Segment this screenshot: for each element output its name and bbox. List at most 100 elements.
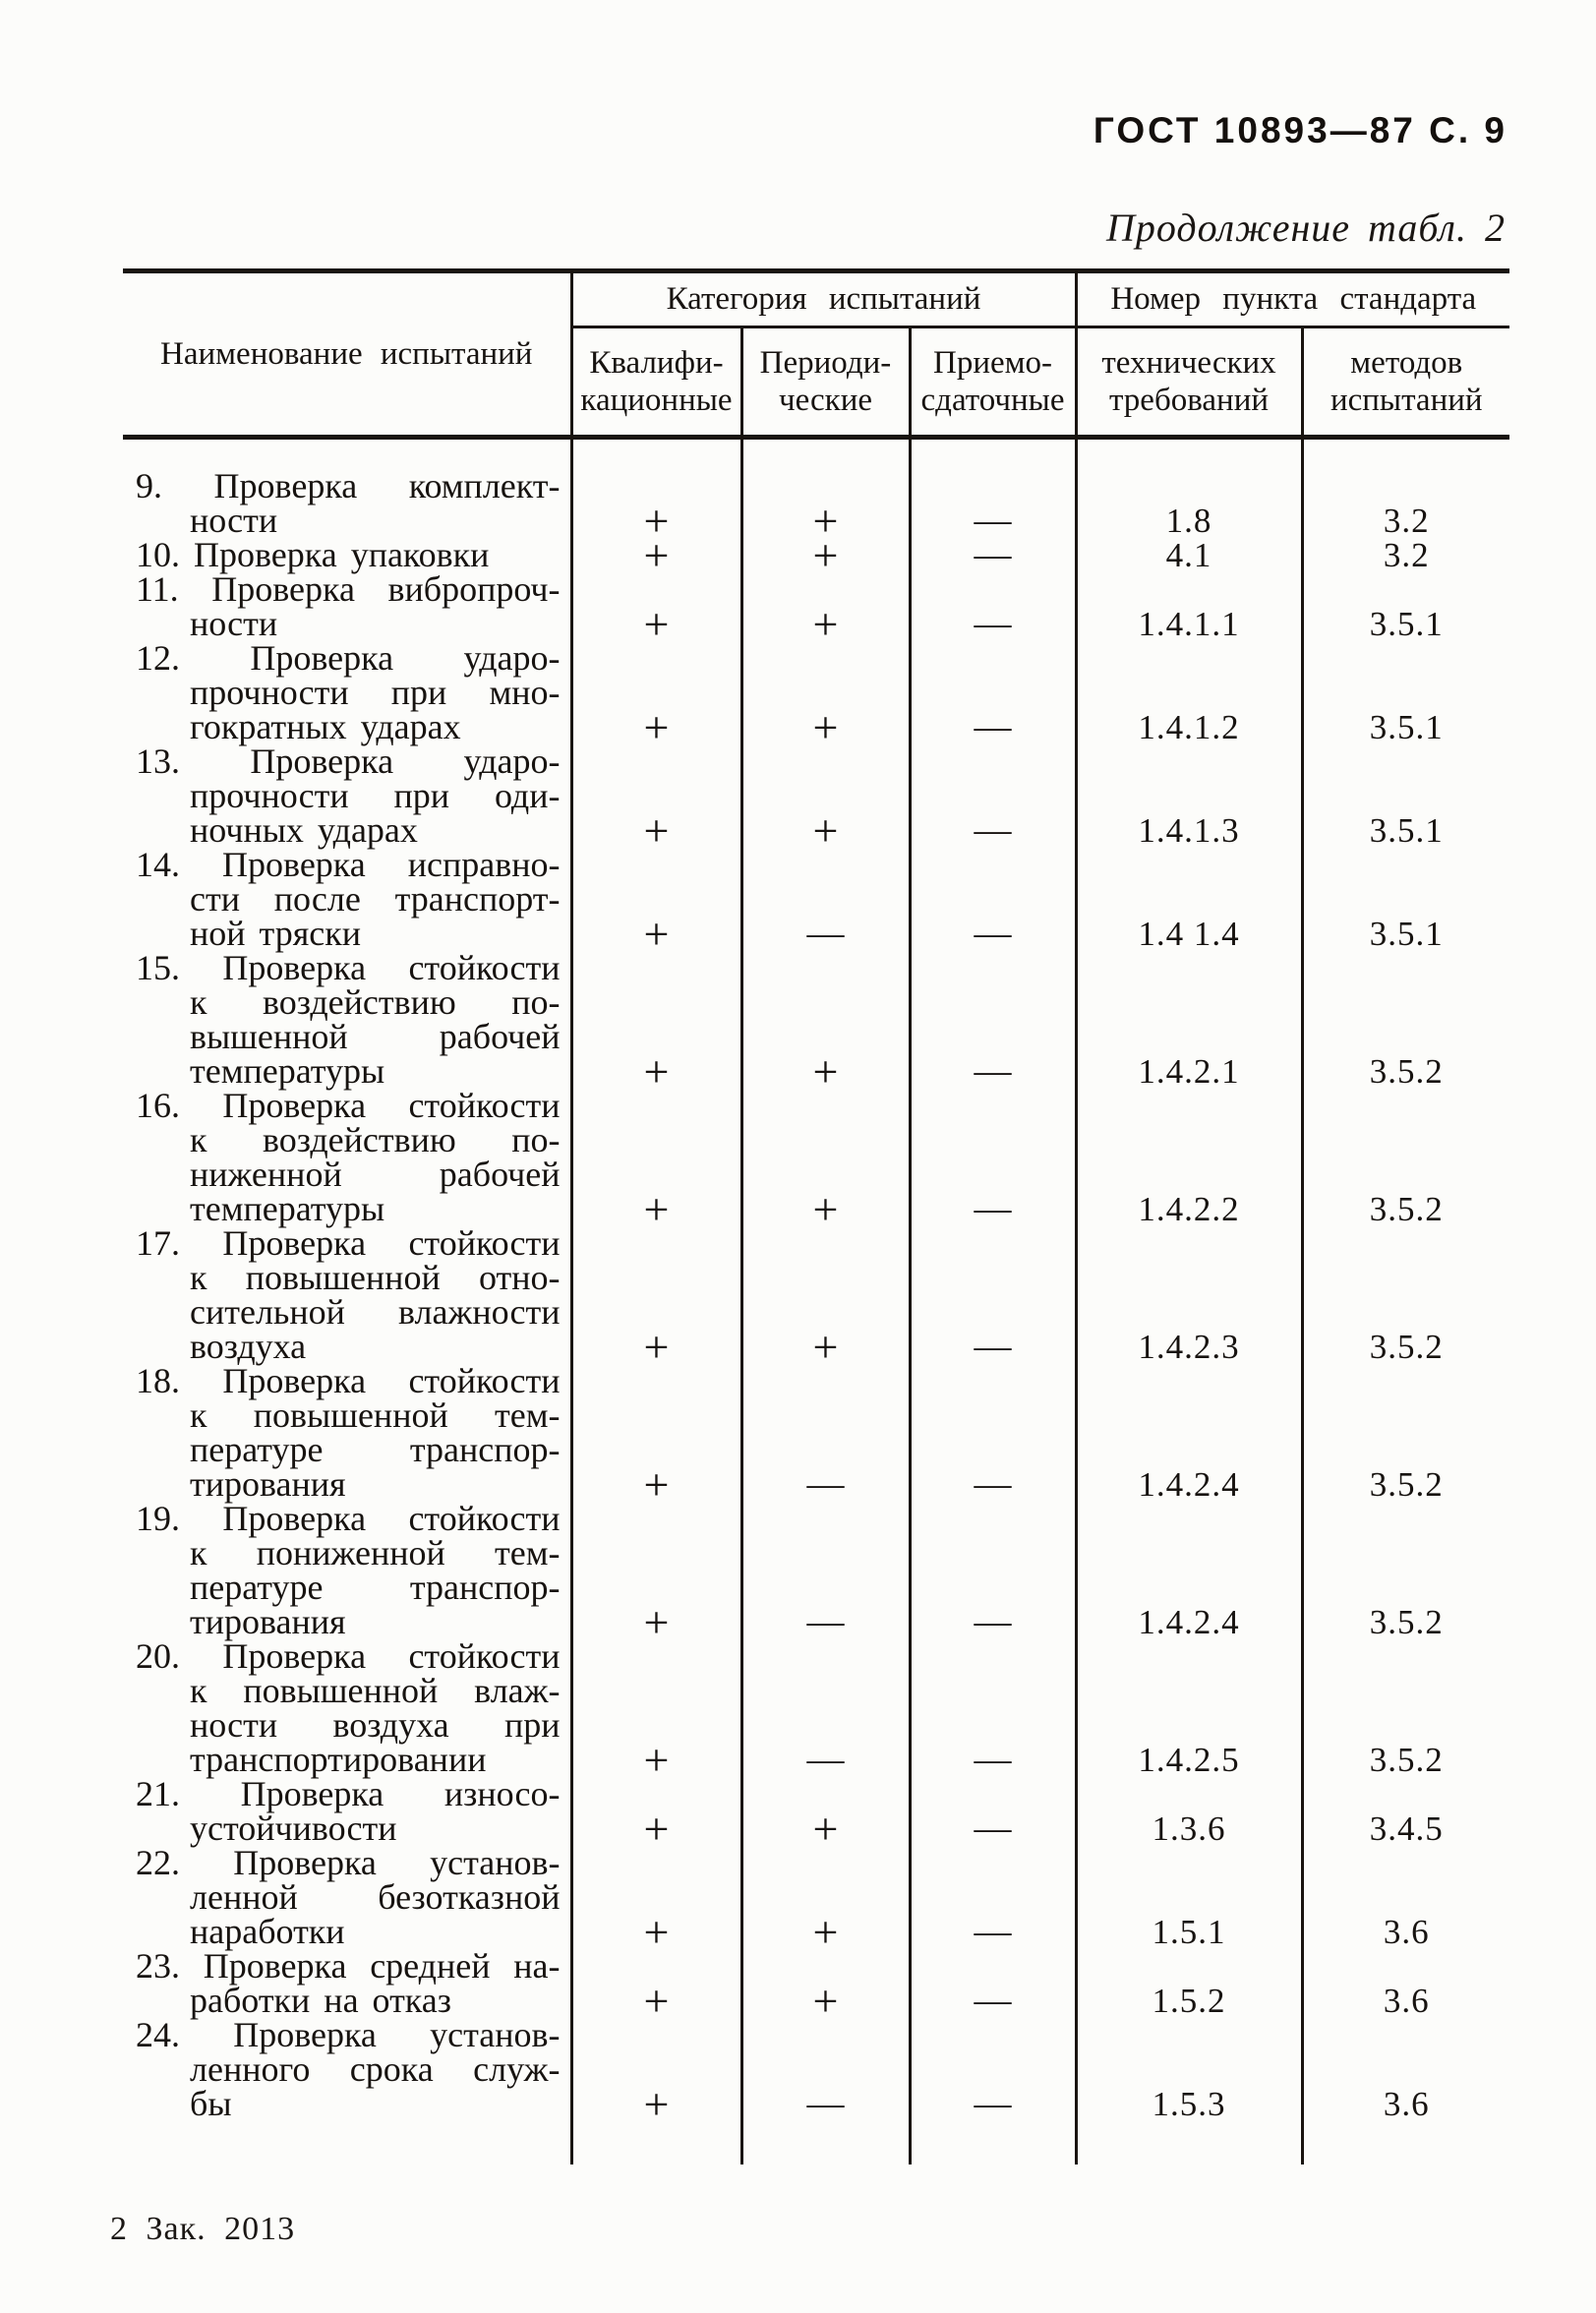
test-name-line: 16. Проверка стойкости — [136, 1086, 561, 1125]
test-name-cell: 20. Проверка стойкости к повышенной влаж-… — [123, 1638, 573, 1777]
acceptance-mark: — — [910, 469, 1078, 539]
acceptance-mark: — — [910, 1949, 1078, 2019]
column-group-clause-number: Номер пункта стандарта — [1076, 270, 1510, 328]
test-methods-clause: 3.5.1 — [1369, 605, 1444, 643]
tech-requirements-clause: 1.4.2.5 — [1076, 1639, 1304, 1777]
table-row: 18. Проверка стойкости к повышенной тем-п… — [123, 1361, 1509, 1508]
periodic-mark: — — [741, 1502, 912, 1640]
tech-requirements-clause: 1.4 1.4 — [1076, 848, 1304, 951]
column-header-qualification: Квалифи- кационные — [571, 326, 743, 440]
table-row: 13. Проверка ударо-прочности при оди-ноч… — [123, 743, 1509, 854]
acceptance-mark: — — [910, 641, 1078, 745]
spacer-cell — [741, 2121, 912, 2165]
test-name-line: гократных ударах — [190, 707, 461, 746]
test-name-line: работки на отказ — [190, 1981, 451, 2020]
test-name-line: 18. Проверка стойкости — [136, 1361, 561, 1400]
qualification-mark: + — [571, 572, 743, 647]
test-methods-clause: 3.6 — [1383, 1982, 1430, 2020]
test-methods-clause: 3.5.1 — [1369, 915, 1444, 953]
test-name-line: тирования — [190, 1464, 346, 1504]
tech-requirements-clause: 1.4.1.3 — [1076, 744, 1304, 848]
qualification-mark: + — [571, 1639, 743, 1783]
spacer-cell — [571, 2121, 743, 2165]
test-methods-clause: 3.5.2 — [1369, 1328, 1444, 1366]
acceptance-mark: — — [910, 744, 1078, 849]
test-name-line: 11. Проверка вибропроч- — [136, 569, 561, 609]
test-methods-clause: 3.4.5 — [1369, 1809, 1444, 1848]
table-caption: Продолжение табл. 2 — [1105, 206, 1506, 250]
qualification-mark: + — [571, 533, 743, 578]
test-name-line: температуры — [190, 1189, 385, 1228]
table-row: 20. Проверка стойкости к повышенной влаж-… — [123, 1638, 1509, 1783]
periodic-mark: + — [741, 469, 912, 544]
test-methods-clause: 3.2 — [1383, 536, 1430, 574]
test-name-line: 21. Проверка износо- — [136, 1774, 561, 1813]
tech-requirements-clause: 1.4.1.1 — [1076, 572, 1304, 641]
qualification-mark: + — [571, 1089, 743, 1232]
tech-requirements-clause: 1.8 — [1076, 469, 1304, 538]
qualification-mark: + — [571, 1502, 743, 1645]
qualification-mark: + — [571, 1777, 743, 1852]
acceptance-mark: — — [910, 1364, 1078, 1503]
spacer-bottom — [123, 2121, 1509, 2165]
test-methods-clause: 3.5.2 — [1369, 1052, 1444, 1091]
test-name-line: вышенной рабочей — [190, 1017, 561, 1056]
test-name-cell: 14. Проверка исправно-сти после транспор… — [123, 845, 573, 951]
table-row: 9. Проверка комплект-ности + + —1.8 3.2 — [123, 468, 1509, 544]
table-row: 15. Проверка стойкости к воздействию по-в… — [123, 948, 1509, 1095]
qualification-mark: + — [571, 469, 743, 544]
table-row: 24. Проверка установ-ленного срока служ-… — [123, 2017, 1509, 2127]
test-name-line: наработки — [190, 1912, 345, 1951]
tech-requirements-clause: 1.4.2.2 — [1076, 1089, 1304, 1226]
test-name-line: прочности при мно- — [190, 673, 561, 712]
test-name-line: прочности при оди- — [190, 776, 561, 815]
test-name-line: 15. Проверка стойкости — [136, 948, 561, 987]
print-order-note: 2 Зак. 2013 — [110, 2211, 296, 2247]
header-sub-row: Квалифи- кационные Периоди- ческие Прием… — [123, 326, 1510, 440]
test-name-line: тирования — [190, 1602, 346, 1641]
acceptance-mark: — — [910, 1226, 1078, 1365]
acceptance-mark: — — [910, 1846, 1078, 1950]
column-header-periodic: Периоди- ческие — [741, 326, 912, 440]
spacer-row — [123, 437, 1509, 469]
test-name-line: воздуха — [190, 1327, 307, 1366]
periodic-mark: + — [741, 533, 912, 578]
periodic-mark: — — [741, 2018, 912, 2122]
test-name-line: ленной безотказной — [190, 1877, 561, 1917]
periodic-mark: + — [741, 572, 912, 647]
spacer-cell — [910, 437, 1078, 469]
tech-requirements-clause: 1.5.3 — [1076, 2018, 1304, 2121]
periodic-mark: + — [741, 641, 912, 750]
test-methods-clause: 3.6 — [1383, 2085, 1430, 2123]
test-name-line: к пониженной тем- — [190, 1533, 561, 1572]
header-group-row: Наименование испытаний Категория испытан… — [123, 270, 1510, 440]
table-row: 22. Проверка установ-ленной безотказной н… — [123, 1843, 1509, 1955]
test-name-line: ности — [190, 604, 278, 643]
table-row: 12. Проверка ударо-прочности при мно-гок… — [123, 640, 1509, 750]
tech-requirements-clause: 1.4.2.3 — [1076, 1226, 1304, 1364]
column-header-tech-requirements: технических требований — [1076, 326, 1304, 440]
test-name-cell: 15. Проверка стойкости к воздействию по-в… — [123, 948, 573, 1089]
test-methods-clause: 3.5.2 — [1369, 1465, 1444, 1504]
test-name-line: ленного срока служ- — [190, 2049, 561, 2089]
test-methods-clause: 3.2 — [1383, 502, 1430, 540]
test-name-line: ности — [190, 501, 278, 540]
periodic-mark: + — [741, 1226, 912, 1370]
tech-requirements-clause: 1.4.2.1 — [1076, 951, 1304, 1089]
test-name-cell: 11. Проверка вибропроч-ности — [123, 569, 573, 643]
tech-requirements-clause: 1.3.6 — [1076, 1777, 1304, 1846]
test-name-line: устойчивости — [190, 1809, 397, 1848]
spacer-row — [123, 2121, 1509, 2165]
test-name-line: 17. Проверка стойкости — [136, 1223, 561, 1263]
standard-reference: ГОСТ 10893—87 С. 9 — [1093, 110, 1507, 150]
spacer-top — [123, 437, 1509, 469]
test-name-cell: 23. Проверка средней на-работки на отказ — [123, 1948, 573, 2020]
periodic-mark: + — [741, 1089, 912, 1232]
periodic-mark: — — [741, 1639, 912, 1778]
test-name-line: 10. Проверка упаковки — [136, 535, 490, 574]
table-body: 9. Проверка комплект-ности + + —1.8 3.2 10. П… — [123, 468, 1509, 2127]
test-name-line: 14. Проверка исправно- — [136, 845, 561, 884]
qualification-mark: + — [571, 1226, 743, 1370]
test-name-line: 22. Проверка установ- — [136, 1843, 561, 1882]
